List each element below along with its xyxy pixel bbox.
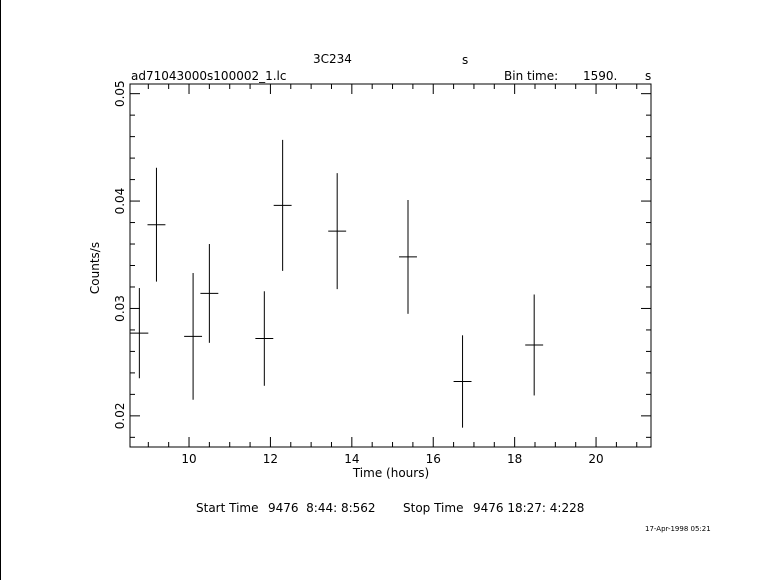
y-tick-labels: 0.02 0.03 0.04 0.05 (113, 80, 127, 429)
data-point (255, 291, 274, 386)
stop-time-value: 9476 18:27: 4:228 (473, 501, 585, 515)
x-tick-label: 16 (426, 452, 441, 466)
bin-time-value: 1590. (583, 69, 618, 83)
x-axis-label: Time (hours) (352, 466, 429, 480)
object-unit: s (462, 53, 469, 67)
data-point (147, 167, 166, 282)
file-name: ad71043000s100002_1.lc (131, 69, 287, 83)
y-tick-label: 0.03 (113, 295, 127, 322)
y-axis-label: Counts/s (88, 242, 102, 294)
x-tick-label: 18 (507, 452, 522, 466)
bin-time-label: Bin time: (504, 69, 559, 83)
x-tick-label: 14 (344, 452, 359, 466)
object-name: 3C234 (313, 52, 352, 66)
y-tick-label: 0.05 (113, 80, 127, 107)
plot-timestamp: 17-Apr-1998 05:21 (645, 525, 711, 533)
x-tick-label: 20 (588, 452, 603, 466)
data-point (453, 335, 472, 428)
plot-frame (129, 83, 652, 448)
axis-ticks (130, 84, 651, 447)
data-point (130, 288, 149, 379)
left-border-line (0, 0, 1, 580)
data-point (328, 173, 347, 290)
start-time-label: Start Time (196, 501, 259, 515)
data-point (399, 199, 417, 314)
y-tick-label: 0.04 (113, 188, 127, 215)
start-time-value: 9476 8:44: 8:562 (268, 501, 376, 515)
x-tick-label: 10 (181, 452, 196, 466)
stop-time-label: Stop Time (403, 501, 464, 515)
data-point (525, 294, 544, 396)
data-point (273, 139, 292, 271)
data-points (130, 139, 544, 428)
bin-time-unit: s (645, 69, 652, 83)
data-point (184, 273, 203, 400)
y-tick-label: 0.02 (113, 402, 127, 429)
x-tick-label: 12 (263, 452, 278, 466)
x-tick-labels: 10 12 14 16 18 20 (181, 452, 603, 466)
data-point (200, 244, 219, 343)
